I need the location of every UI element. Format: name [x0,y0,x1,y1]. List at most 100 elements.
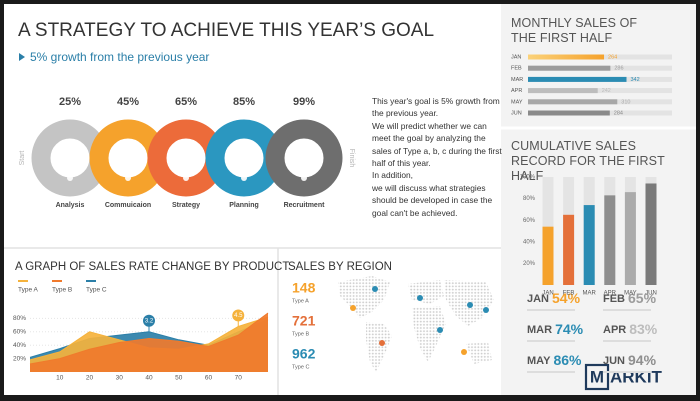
y-tick-label: 80% [13,315,26,322]
x-tick-label: 20 [86,375,94,382]
chart-title: CUMULATIVE SALES RECORD FOR THE FIRST HA… [511,139,665,183]
step-label: Strategy [172,202,200,209]
stat: JAN 54% [527,290,581,306]
icon [67,175,73,181]
bar [645,183,657,285]
stat-value: 65% [628,290,657,306]
category-label: JUN [511,110,522,116]
step-percent: 99% [293,96,315,108]
page-title: A STRATEGY TO ACHIEVE THIS YEAR’S GOAL [18,20,434,41]
paragraph: we will discuss what strategies should b… [372,182,493,218]
x-tick-label: MAY [624,291,637,297]
stat: JUN 94% [603,352,657,368]
stat: APR 83% [603,321,658,337]
x-tick-label: 50 [175,375,183,382]
logo-box [584,363,610,391]
value-label: 286 [614,66,623,72]
y-tick-label: 40% [13,342,26,349]
value-label: 264 [608,54,617,60]
value-label: 242 [602,88,611,94]
category-label: JAN [511,54,521,60]
option-label: Option 01 [116,149,145,156]
step-label: Recruitment [284,202,326,209]
bar [542,226,554,285]
step-label: Analysis [56,202,85,209]
step-percent: 65% [175,96,197,108]
chart-title: MONTHLY SALES OF THE FIRST HALF [511,16,638,45]
stat-value: 54% [552,290,581,306]
option-label: Option 03 [232,149,261,156]
paragraph: We will predict whether we can meet the … [372,120,502,169]
option-label: Option 02 [174,149,203,156]
bullet [19,53,25,61]
x-tick-label: MAR [583,291,597,297]
stat-month: MAY [527,355,551,367]
annotation-marker [232,309,245,322]
area-fill [30,313,268,372]
y-tick-label: 20% [13,355,26,362]
logo-text: ARKIT [610,367,663,386]
step-percent: 45% [117,96,139,108]
region-label: Type C [292,364,309,370]
icon [241,175,247,181]
x-tick-label: APR [604,291,617,297]
logo-mark: M [590,367,604,386]
legend-label: Type B [52,287,72,294]
x-tick-label: 70 [235,375,243,382]
bar [624,192,636,285]
bar [583,205,595,285]
x-tick-label: 10 [56,375,64,382]
y-tick-label: 80% [523,196,536,202]
bar [604,195,616,285]
value-label: 310 [621,99,630,105]
x-tick-label: 60 [205,375,213,382]
stat-value: 86% [553,352,582,368]
region-value: 962 [292,346,316,362]
category-label: FEB [511,66,522,72]
finish-label: Finish [348,149,355,168]
region-label: Type A [292,298,309,304]
y-tick-label: 20% [523,261,536,267]
category-label: MAR [511,77,523,83]
annotation-marker [143,314,155,327]
area-line [29,312,269,365]
bar [528,88,598,94]
region-value: 721 [292,313,316,329]
y-tick-label: 60% [13,329,26,336]
y-tick-label: 100% [520,175,536,181]
region-title: SALES BY REGION [288,261,392,273]
x-tick-label: JUN [645,291,657,297]
stat-month: JAN [527,293,549,305]
x-tick-label: 30 [116,375,124,382]
stat-month: MAR [527,324,552,336]
region-label: Type B [292,331,309,337]
category-label: MAY [511,99,523,105]
category-label: APR [511,88,522,94]
bar [528,65,611,71]
start-label: Start [19,151,26,166]
stat-value: 83% [629,321,658,337]
bar-track [528,88,672,94]
stat: FEB 65% [603,290,657,306]
annotation-label: 3.2 [145,318,154,324]
paragraph: In addition, [372,170,413,181]
x-tick-label: 40 [145,375,153,382]
y-tick-label: 60% [523,218,536,224]
stat-month: APR [603,324,626,336]
region-value: 148 [292,280,316,296]
stat: MAY 86% [527,352,582,368]
step-label: Planning [229,202,259,209]
x-tick-label: JAN [542,291,553,297]
icon [183,175,189,181]
stat-month: FEB [603,293,625,305]
step-percent: 85% [233,96,255,108]
stat: MAR 74% [527,321,584,337]
bar [528,76,627,82]
chart-title: A GRAPH OF SALES RATE CHANGE BY PRODUCT [15,261,289,273]
stat-value: 74% [555,321,584,337]
value-label: 284 [614,110,623,116]
option-label: Option 04 [292,149,321,156]
map-pins [350,286,489,355]
